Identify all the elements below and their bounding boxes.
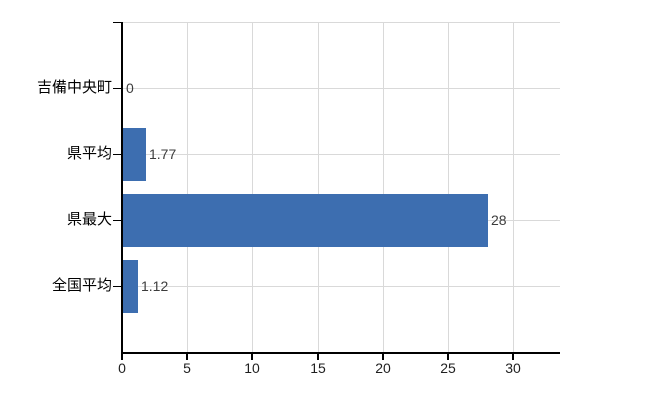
y-category-label: 吉備中央町	[36, 79, 112, 96]
bar	[123, 194, 488, 247]
x-axis-tick	[251, 354, 253, 360]
bar-value-label: 1.77	[149, 146, 177, 162]
horizontal-gridline	[123, 286, 560, 287]
horizontal-gridline	[123, 88, 560, 89]
x-axis-tick	[382, 354, 384, 360]
x-tick-label: 25	[440, 360, 456, 376]
vertical-gridline	[318, 22, 319, 352]
bar-value-label: 28	[491, 212, 507, 228]
x-tick-label: 0	[118, 360, 126, 376]
y-axis-line	[121, 22, 123, 352]
y-category-label: 県平均	[66, 145, 112, 162]
bar-value-label: 1.12	[141, 278, 169, 294]
x-axis-tick	[447, 354, 449, 360]
x-axis-tick	[121, 354, 123, 360]
vertical-gridline	[383, 22, 384, 352]
x-axis-tick	[512, 354, 514, 360]
vertical-gridline	[187, 22, 188, 352]
x-tick-label: 5	[183, 360, 191, 376]
x-axis-line	[121, 352, 560, 354]
y-category-label: 県最大	[66, 211, 112, 228]
vertical-gridline	[513, 22, 514, 352]
vertical-gridline	[252, 22, 253, 352]
x-axis-tick	[317, 354, 319, 360]
y-axis-tick	[113, 220, 121, 221]
horizontal-gridline	[123, 154, 560, 155]
x-tick-label: 10	[244, 360, 260, 376]
bar	[123, 260, 138, 313]
y-category-label: 全国平均	[51, 277, 112, 294]
bar	[123, 128, 146, 181]
plot-top-border	[122, 22, 560, 23]
y-axis-tick	[113, 88, 121, 89]
bar-value-label: 0	[126, 80, 134, 96]
y-axis-tick	[113, 154, 121, 155]
vertical-gridline	[448, 22, 449, 352]
x-axis-tick	[186, 354, 188, 360]
x-tick-label: 30	[505, 360, 521, 376]
x-tick-label: 20	[375, 360, 391, 376]
x-tick-label: 15	[310, 360, 326, 376]
y-axis-top-tick	[113, 22, 121, 23]
y-axis-tick	[113, 286, 121, 287]
